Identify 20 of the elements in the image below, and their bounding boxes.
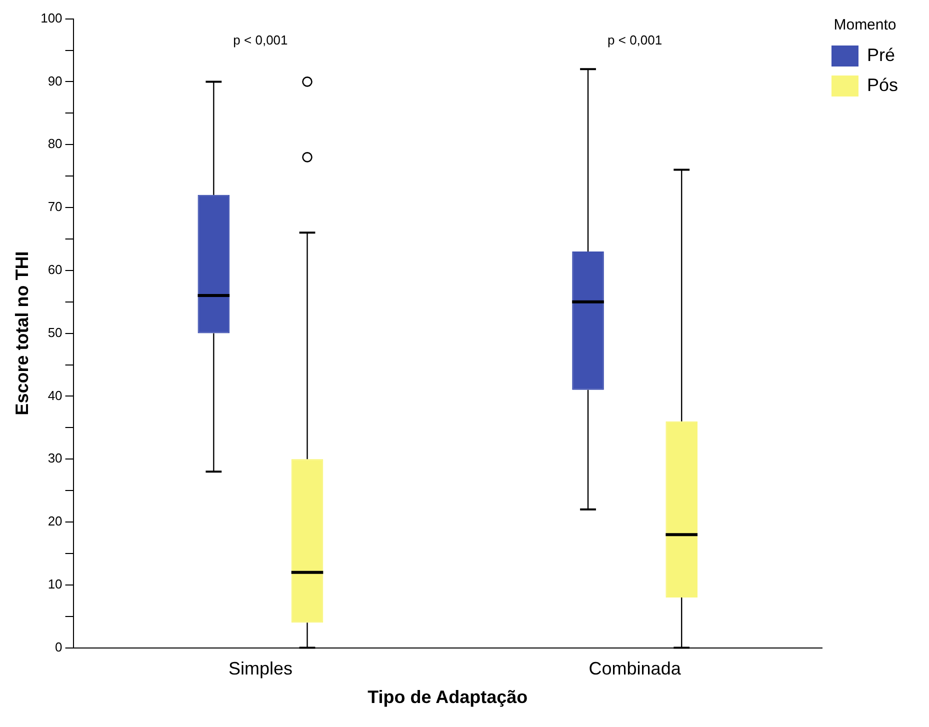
- x-tick-label: Simples: [228, 658, 292, 679]
- legend-title: Momento: [834, 16, 896, 34]
- x-tick-label: Combinada: [588, 658, 682, 679]
- y-tick-label: 50: [48, 324, 62, 340]
- legend-label: Pós: [866, 74, 898, 95]
- legend-label: Pré: [866, 44, 895, 65]
- y-tick-label: 30: [48, 450, 62, 466]
- y-tick-label: 70: [48, 199, 62, 214]
- y-tick-label: 0: [55, 639, 62, 654]
- x-axis-title: Tipo de Adaptação: [368, 687, 528, 708]
- y-tick-label: 10: [48, 576, 62, 592]
- y-axis-title: Escore total no THI: [12, 251, 32, 416]
- y-tick-label: 40: [48, 388, 62, 403]
- y-tick-label: 60: [48, 262, 62, 277]
- y-tick-label: 100: [40, 10, 62, 26]
- y-tick-label: 20: [48, 514, 62, 529]
- y-tick-label: 80: [48, 136, 62, 152]
- annotation: p < 0,001: [233, 32, 288, 48]
- annotation: p < 0,001: [608, 32, 662, 48]
- y-tick-label: 90: [48, 73, 62, 88]
